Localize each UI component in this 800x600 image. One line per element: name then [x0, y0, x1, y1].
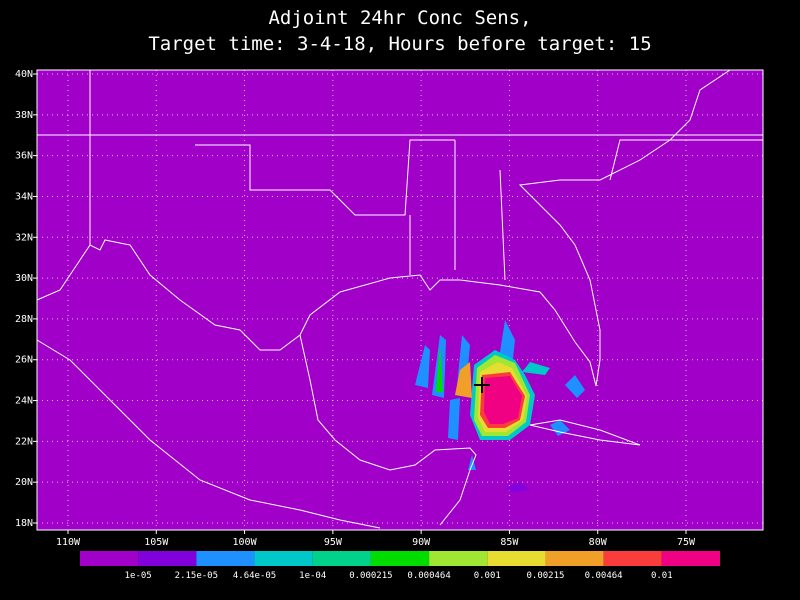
colorbar-label: 1e-04	[299, 571, 326, 581]
grid	[33, 70, 763, 534]
colorbar-box	[603, 551, 662, 566]
colorbar-label: 0.00215	[526, 571, 564, 581]
lat-label: 36N	[15, 151, 33, 162]
lon-label: 85W	[500, 537, 519, 548]
lat-label: 40N	[15, 69, 33, 80]
lon-label: 100W	[233, 537, 258, 548]
lat-label: 26N	[15, 355, 33, 366]
colorbar-box	[312, 551, 371, 566]
sensitivity-field	[415, 320, 585, 492]
colorbar-box	[80, 551, 139, 566]
lat-label: 34N	[15, 191, 33, 202]
target-marker	[474, 377, 490, 393]
colorbar-box	[254, 551, 313, 566]
colorbar-box	[661, 551, 720, 566]
lat-label: 28N	[15, 314, 33, 325]
colorbar-box	[429, 551, 488, 566]
colorbar-label: 2.15e-05	[175, 571, 218, 581]
colorbar-label: 0.00464	[585, 571, 623, 581]
colorbar-box	[487, 551, 546, 566]
colorbar-label: 1e-05	[125, 571, 152, 581]
colorbar-label: 0.001	[474, 571, 501, 581]
lat-label: 18N	[15, 518, 33, 529]
lon-label: 80W	[589, 537, 608, 548]
title-line: Adjoint 24hr Conc Sens,	[268, 7, 531, 29]
lat-label: 22N	[15, 436, 33, 447]
map-frame	[36, 69, 764, 531]
lat-label: 32N	[15, 232, 33, 243]
lon-label: 90W	[412, 537, 431, 548]
lon-label: 110W	[56, 537, 81, 548]
axis-labels: 40N 38N 36N 34N 32N 30N 28N 26N 24N 22N 20N 18N 110W…	[15, 69, 696, 548]
colorbar-box	[545, 551, 604, 566]
colorbar-label: 0.000464	[407, 571, 450, 581]
title-line: Target time: 3-4-18, Hours before target…	[148, 33, 651, 55]
colorbar-label: 0.000215	[349, 571, 392, 581]
coastlines	[36, 69, 763, 529]
lat-label: 38N	[15, 110, 33, 121]
colorbar-label: 4.64e-05	[233, 571, 276, 581]
lon-label: 105W	[144, 537, 169, 548]
lat-label: 30N	[15, 273, 33, 284]
lat-label: 24N	[15, 396, 33, 407]
colorbar-box	[138, 551, 197, 566]
lon-label: 95W	[324, 537, 343, 548]
colorbar-box	[370, 551, 430, 566]
lon-label: 75W	[677, 537, 696, 548]
colorbar-box	[196, 551, 255, 566]
colorbar: 1e-05 2.15e-05 4.64e-05 1e-04 0.000215 0.0004…	[80, 551, 720, 581]
colorbar-label: 0.01	[651, 571, 673, 581]
lat-label: 20N	[15, 477, 33, 488]
